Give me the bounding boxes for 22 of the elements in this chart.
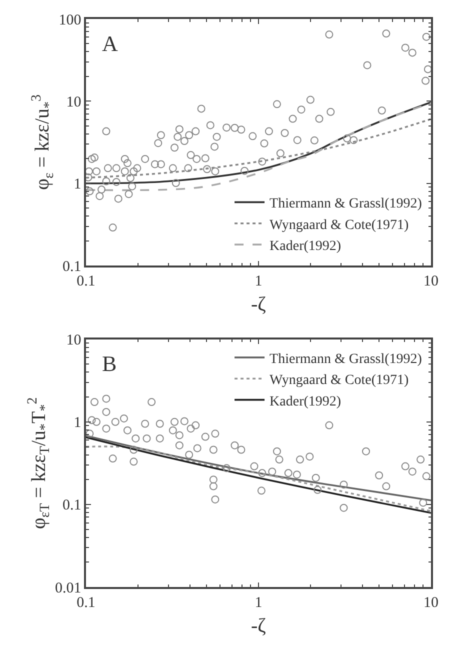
x-tick-label: 10: [424, 273, 438, 290]
legend-label: Thiermann & Grassl(1992): [270, 352, 422, 367]
y-tick-label: 1: [74, 176, 82, 193]
y-tick-label: 100: [58, 12, 82, 28]
legend-label: Kader(1992): [270, 394, 342, 410]
legend-label: Thiermann & Grassl(1992): [270, 196, 422, 212]
y-tick-label: 10: [66, 94, 82, 110]
legend-label: Wyngaard & Cote(1971): [270, 373, 410, 388]
annotation: A: [102, 31, 118, 56]
y-tick-label: 10: [66, 332, 82, 349]
x-tick-label: 1: [254, 273, 262, 290]
annotation: B: [102, 351, 117, 376]
x-axis-title: -ζ: [251, 293, 266, 316]
y-tick-label: 0.1: [62, 498, 82, 514]
legend-label: Wyngaard & Cote(1971): [270, 218, 410, 233]
x-tick-label: 10: [424, 594, 438, 611]
legend-label: Kader(1992): [270, 239, 342, 254]
y-tick-label: 0.01: [55, 580, 82, 596]
y-tick-label: 0.1: [62, 258, 82, 275]
x-tick-label: 1: [254, 594, 262, 611]
x-axis-title: -ζ: [251, 614, 266, 637]
y-tick-label: 1: [74, 415, 82, 432]
